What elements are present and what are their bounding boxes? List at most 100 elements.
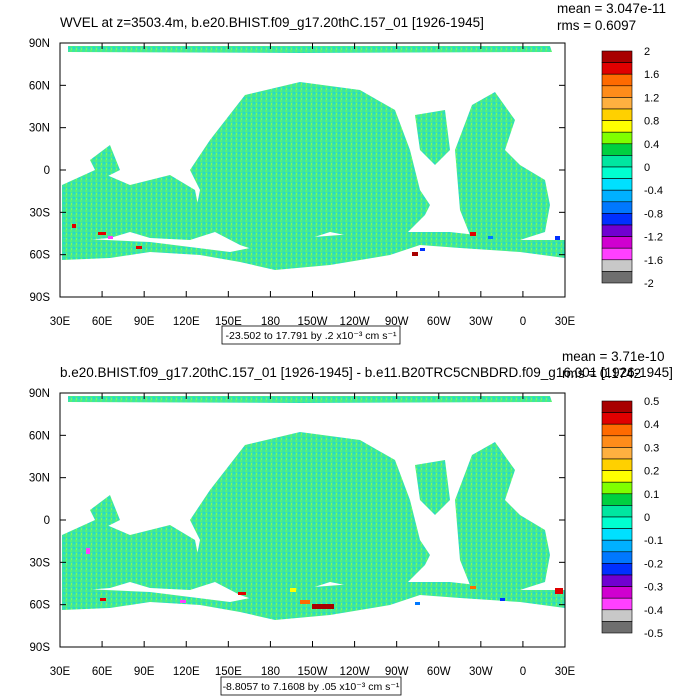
panel-1-x-tick-label: 60E bbox=[92, 316, 113, 328]
panel-1-y-tick-label: 90S bbox=[30, 292, 51, 304]
panel-2-map-field bbox=[62, 396, 565, 620]
panel-1-y-tick-label: 0 bbox=[44, 165, 50, 177]
panel-1-colorbar-box bbox=[601, 259, 633, 272]
panel-2-colorbar-label: -0.1 bbox=[644, 535, 663, 547]
panel-2-atlantic-region bbox=[455, 442, 550, 590]
panel-1-ocean-region bbox=[62, 46, 565, 270]
panel-2-x-tick-label: 30E bbox=[555, 666, 576, 678]
panel-2-x-tick-label: 150W bbox=[297, 666, 327, 678]
panel-2-colorbar-box bbox=[601, 597, 633, 611]
panel-2-pacific-region bbox=[190, 432, 430, 605]
panel-1-x-tick-label: 180 bbox=[261, 316, 280, 328]
panel-1-colorbar-box bbox=[601, 213, 633, 226]
panel-1-colorbar-box bbox=[601, 271, 633, 284]
panel-2-colorbar-label: -0.2 bbox=[644, 558, 663, 570]
panel-1-colorbar-box bbox=[601, 85, 633, 98]
panel-1-southern-band bbox=[62, 232, 565, 270]
panel-1-pacific-region bbox=[190, 82, 430, 255]
panel-2-range-label: -8.8057 to 7.1608 by .05 x10⁻³ cm s⁻¹ bbox=[223, 681, 400, 693]
panel-1-colorbar-label: 0 bbox=[644, 162, 650, 174]
panel-1-colorbar-box bbox=[601, 62, 633, 75]
panel-2-colorbar-box bbox=[601, 505, 633, 518]
panel-1-colorbar-label: -2 bbox=[644, 278, 654, 290]
panel-2-rms: rms = 0.1742 bbox=[562, 366, 641, 381]
panel-2-x-tick-label: 90W bbox=[385, 666, 409, 678]
panel-1-y-axis: 90N 60N 30N 0 30S 60S 90S bbox=[29, 38, 565, 304]
panel-2-x-tick-label: 0 bbox=[520, 666, 526, 678]
panel-1-x-tick-label: 90E bbox=[134, 316, 155, 328]
panel-1-range-label: -23.502 to 17.791 by .2 x10⁻³ cm s⁻¹ bbox=[225, 330, 397, 342]
panel-1-arctic-strip bbox=[68, 46, 552, 53]
panel-1-colorbar-label: 0.8 bbox=[644, 116, 659, 128]
panel-2-colorbar-box bbox=[601, 551, 633, 564]
panel-1-colorbar: 2 1.6 1.2 0.8 0.4 0 -0.4 -0.8 -1.2 -1.6 -2 bbox=[601, 46, 663, 290]
panel-2-colorbar-box bbox=[601, 458, 633, 471]
panel-2-colorbar-box bbox=[601, 574, 633, 587]
panel-2-x-tick-label: 60E bbox=[92, 666, 113, 678]
panel-2-colorbar-label: 0.3 bbox=[644, 442, 659, 454]
panel-2-colorbar-box bbox=[601, 470, 633, 483]
panel-2-colorbar-box bbox=[601, 586, 633, 599]
panel-1-colorbar-box bbox=[601, 73, 633, 87]
panel-2-y-tick-label: 60N bbox=[29, 430, 50, 442]
panel-2-title: b.e20.BHIST.f09_g17.20thC.157_01 [1926-1… bbox=[60, 365, 673, 380]
panel-2-colorbar-label: 0.5 bbox=[644, 396, 659, 408]
panel-2-colorbar-label: 0 bbox=[644, 512, 650, 524]
panel-1-colorbar-box bbox=[601, 224, 633, 237]
panel-2-colorbar-label: -0.3 bbox=[644, 582, 663, 594]
panel-2-x-tick-label: 60W bbox=[427, 666, 451, 678]
panel-1-colorbar-label: -1.6 bbox=[644, 255, 663, 267]
panel-1-y-tick-label: 60S bbox=[30, 250, 51, 262]
panel-1-colorbar-box bbox=[601, 50, 633, 63]
panel-1-colorbar-label: 1.2 bbox=[644, 92, 659, 104]
panel-1-colorbar-label: 1.6 bbox=[644, 69, 659, 81]
panel-1-colorbar-box bbox=[601, 236, 633, 249]
panel-2-x-tick-label: 30E bbox=[50, 666, 71, 678]
panel-2-eastern-pacific-patch bbox=[415, 460, 450, 515]
panel-2-x-tick-label: 30W bbox=[469, 666, 493, 678]
panel-1-extreme-spots bbox=[72, 224, 560, 256]
panel-1-x-tick-label: 90W bbox=[385, 316, 409, 328]
panel-2-colorbar-box bbox=[601, 481, 633, 495]
panel-2-colorbar-box bbox=[601, 400, 633, 413]
panel-1-mean: mean = 3.047e-11 bbox=[557, 1, 666, 16]
panel-2-colorbar-box bbox=[601, 621, 633, 634]
panel-2-x-tick-label: 150E bbox=[215, 666, 242, 678]
panel-1-colorbar-label: -1.2 bbox=[644, 232, 663, 244]
panel-2-x-tick-label: 120W bbox=[340, 666, 370, 678]
panel-1-range-box bbox=[221, 325, 401, 345]
panel-1-colorbar-box bbox=[601, 143, 633, 156]
panel-1-x-tick-label: 0 bbox=[520, 316, 526, 328]
panel-2-colorbar-box bbox=[601, 516, 633, 529]
panel-2-colorbar-box bbox=[601, 423, 633, 437]
panel-1-atlantic-region bbox=[455, 92, 550, 240]
panel-1-colorbar-box bbox=[601, 178, 633, 191]
panel-1-title: WVEL at z=3503.4m, b.e20.BHIST.f09_g17.2… bbox=[60, 15, 484, 30]
panel-1-rms: rms = 0.6097 bbox=[557, 18, 636, 33]
panel-1-colorbar-label: 0.4 bbox=[644, 139, 659, 151]
panel-1-x-tick-label: 150W bbox=[297, 316, 327, 328]
panel-2-colorbar-box bbox=[601, 447, 633, 460]
panel-1-map-field bbox=[62, 46, 565, 270]
panel-2-y-tick-label: 60S bbox=[30, 600, 51, 612]
panel-1-colorbar-box bbox=[601, 108, 633, 121]
panel-2: b.e20.BHIST.f09_g17.20thC.157_01 [1926-1… bbox=[29, 349, 673, 696]
panel-2-extreme-spots bbox=[86, 548, 563, 609]
panel-2-x-axis: 30E 60E 90E 120E 150E 180 150W 120W 90W 60W 30W 0 30… bbox=[50, 393, 576, 678]
panel-1-eastern-pacific-patch bbox=[415, 110, 450, 165]
panel-2-colorbar-label: 0.1 bbox=[644, 489, 659, 501]
panel-2-x-tick-label: 90E bbox=[134, 666, 155, 678]
panel-2-colorbar-label: 0.2 bbox=[644, 466, 659, 478]
panel-2-colorbar-label: -0.4 bbox=[644, 605, 663, 617]
panel-2-colorbar-box bbox=[601, 493, 633, 506]
panel-1-colorbar-box bbox=[601, 189, 633, 203]
panel-2-y-tick-label: 30S bbox=[30, 557, 51, 569]
panel-2-y-tick-label: 0 bbox=[44, 515, 50, 527]
panel-1-x-tick-label: 30W bbox=[469, 316, 493, 328]
panel-1-colorbar-box bbox=[601, 201, 633, 214]
panel-2-indian-region bbox=[62, 520, 215, 590]
panel-2-x-tick-label: 120E bbox=[173, 666, 200, 678]
panel-1-colorbar-box bbox=[601, 166, 633, 179]
panel-2-arctic-strip bbox=[68, 396, 552, 403]
